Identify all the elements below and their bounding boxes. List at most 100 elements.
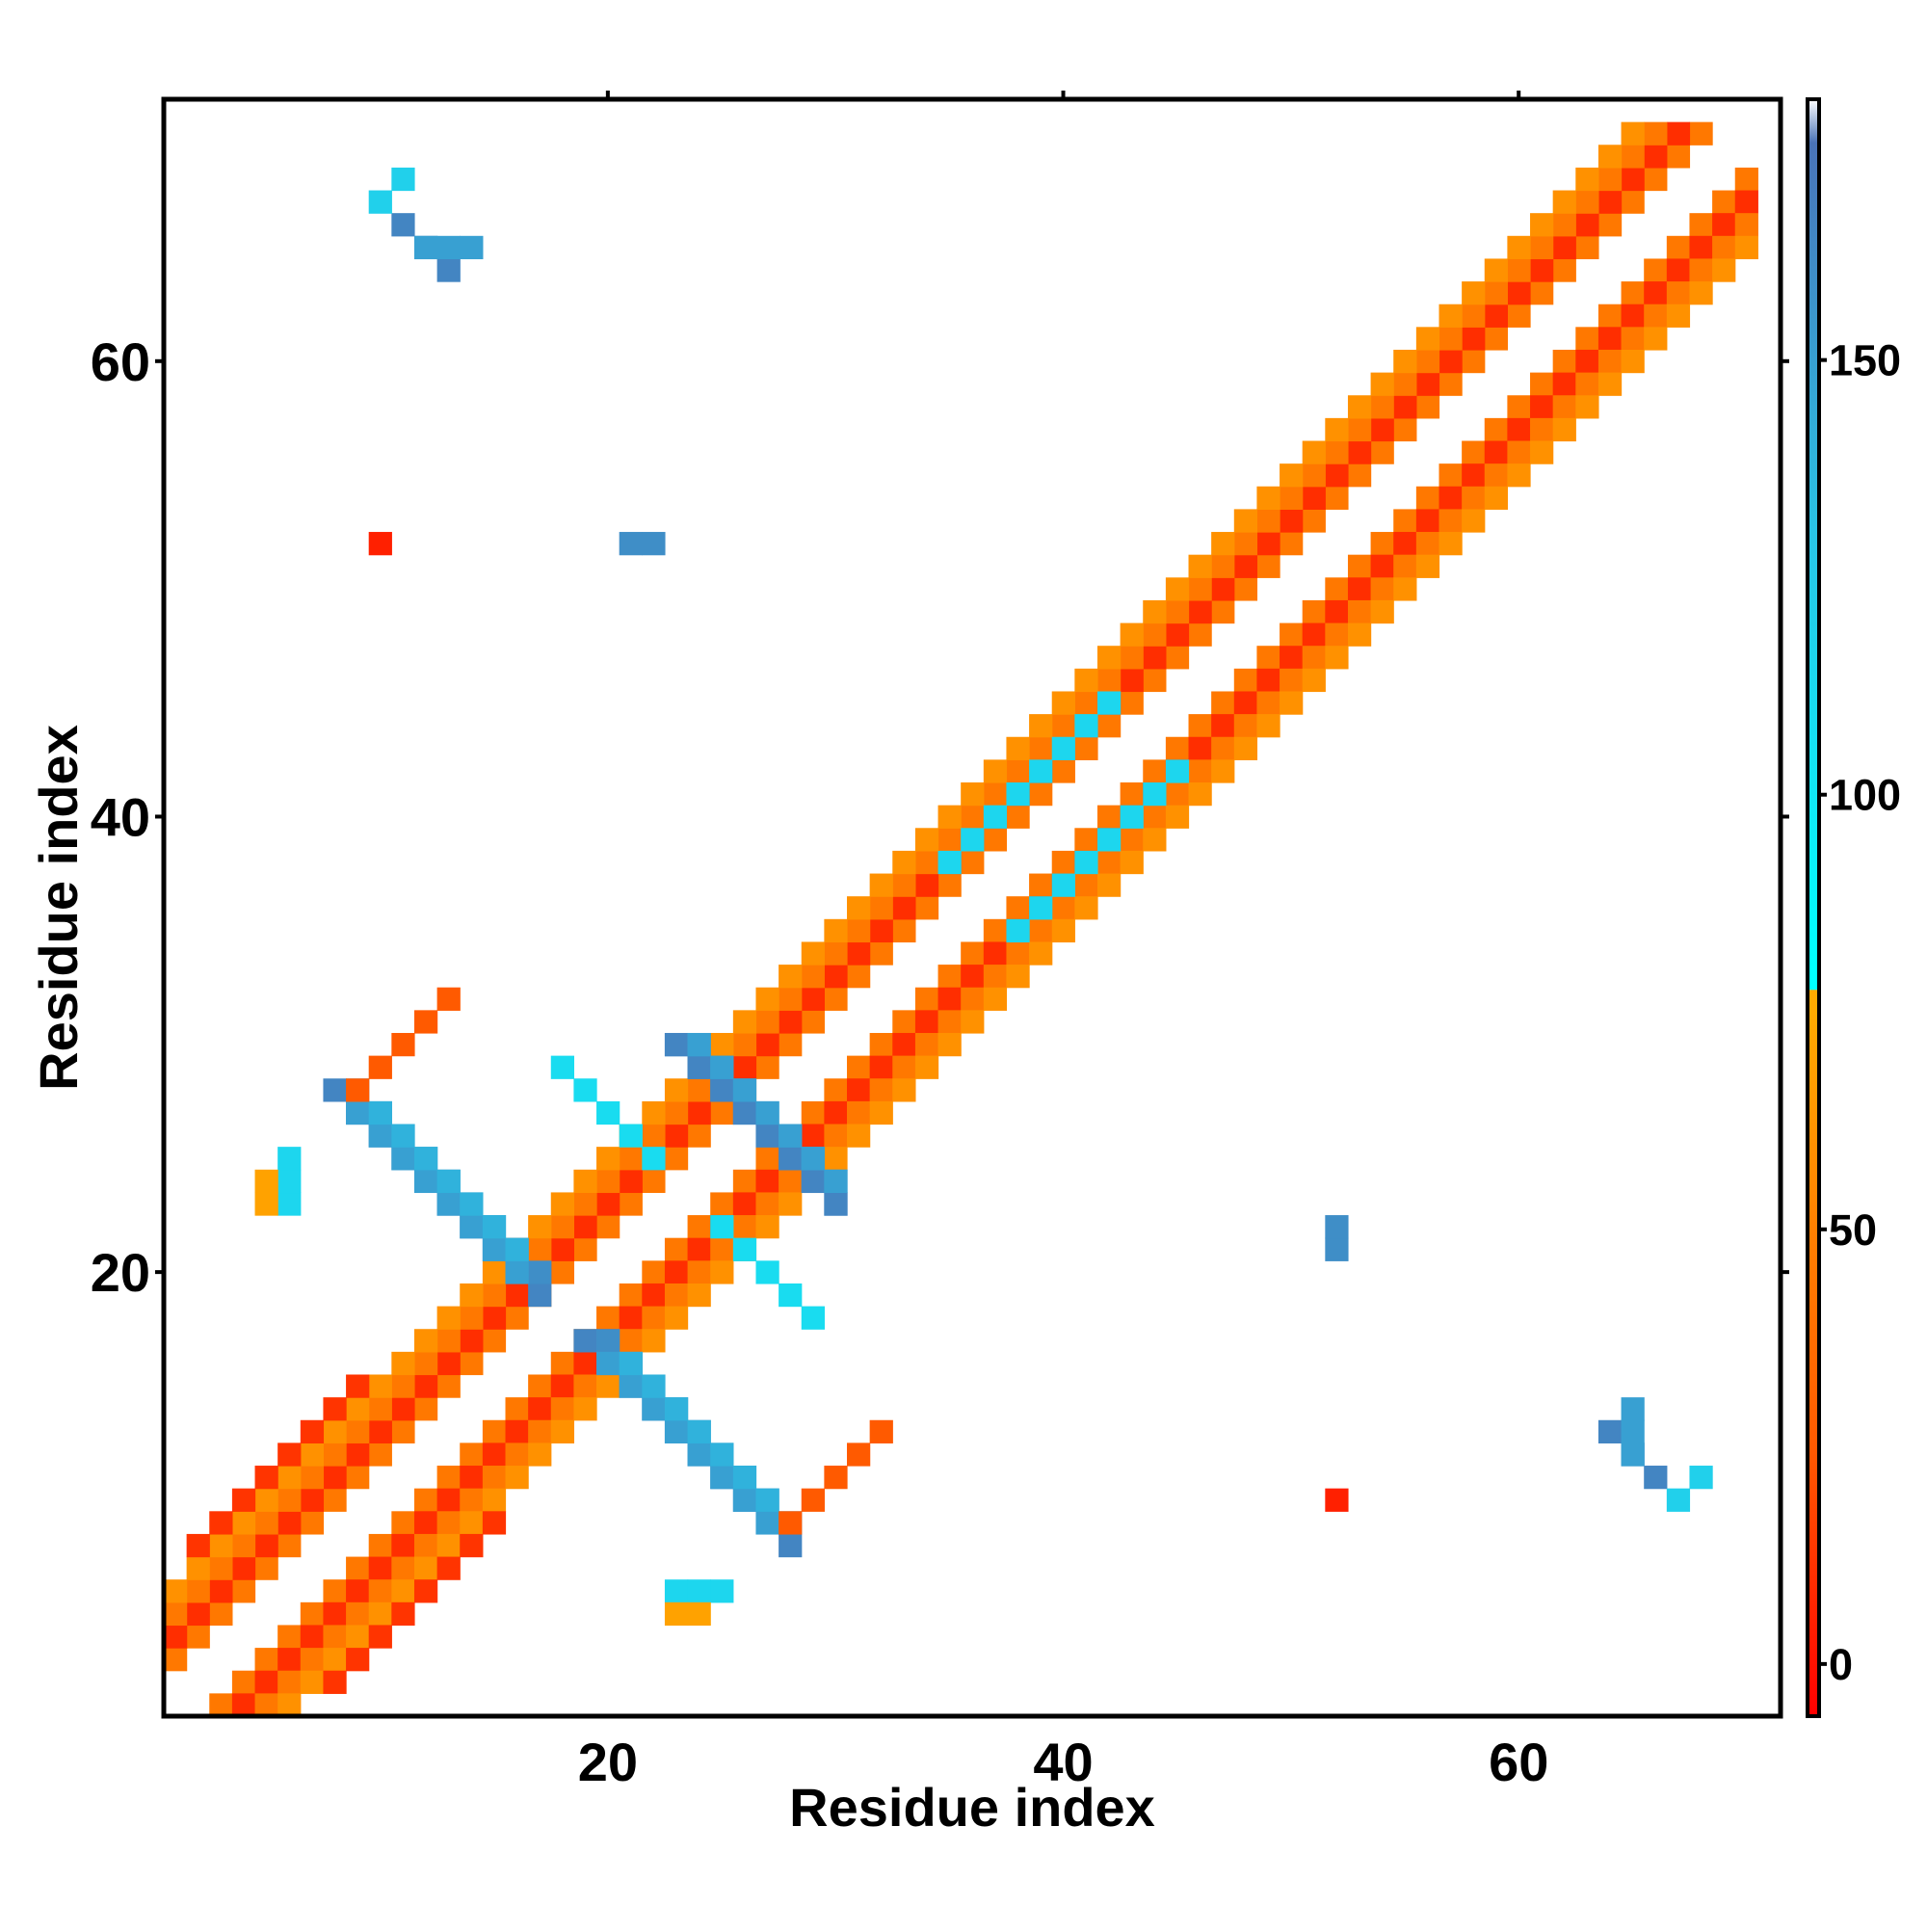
heatmap-cell bbox=[732, 1100, 757, 1125]
heatmap-cell bbox=[824, 1192, 848, 1216]
heatmap-cell bbox=[1302, 486, 1326, 510]
heatmap-cell bbox=[391, 1032, 415, 1057]
heatmap-cell bbox=[687, 1215, 711, 1239]
heatmap-cell bbox=[847, 918, 871, 943]
heatmap-cell bbox=[528, 1419, 552, 1443]
heatmap-cell bbox=[847, 1078, 871, 1102]
heatmap-cell bbox=[1096, 691, 1122, 715]
heatmap-cell bbox=[914, 987, 939, 1011]
heatmap-cell bbox=[1256, 554, 1280, 578]
heatmap-cell bbox=[1666, 121, 1691, 146]
heatmap-cell bbox=[323, 1488, 347, 1512]
heatmap-cell bbox=[892, 896, 916, 920]
heatmap-cell bbox=[1575, 395, 1599, 419]
heatmap-cell bbox=[550, 1374, 574, 1398]
heatmap-cell bbox=[1439, 463, 1463, 488]
heatmap-cell bbox=[824, 1124, 848, 1148]
heatmap-cell bbox=[1325, 417, 1349, 442]
heatmap-cell bbox=[368, 1556, 392, 1580]
heatmap-cell bbox=[505, 1419, 529, 1443]
heatmap-cell bbox=[1439, 349, 1463, 374]
heatmap-cell bbox=[847, 941, 871, 966]
colorbar-tick-label: 50 bbox=[1829, 1205, 1877, 1255]
heatmap-cell bbox=[937, 965, 962, 989]
heatmap-cell bbox=[801, 987, 825, 1011]
heatmap-cell bbox=[1575, 213, 1599, 237]
heatmap-cell bbox=[1734, 190, 1758, 214]
heatmap-cell bbox=[1666, 258, 1691, 282]
heatmap-cell bbox=[1530, 281, 1554, 305]
heatmap-cell bbox=[1621, 121, 1645, 146]
heatmap-cell bbox=[642, 1169, 666, 1194]
heatmap-cell bbox=[801, 1488, 825, 1512]
heatmap-cell bbox=[482, 1215, 507, 1239]
heatmap-cell bbox=[300, 1419, 325, 1443]
heatmap-cell bbox=[277, 1488, 302, 1512]
heatmap-cell bbox=[1597, 167, 1623, 192]
heatmap-cell bbox=[1484, 417, 1508, 442]
heatmap-cell bbox=[1096, 805, 1122, 829]
heatmap-cell bbox=[482, 1329, 507, 1353]
heatmap-cell bbox=[460, 1511, 484, 1535]
heatmap-cell bbox=[869, 1032, 893, 1057]
heatmap-cell bbox=[1280, 646, 1304, 670]
heatmap-cell bbox=[664, 1124, 689, 1148]
heatmap-cell bbox=[779, 1511, 803, 1535]
heatmap-cell bbox=[664, 1078, 689, 1102]
heatmap-cell bbox=[528, 1237, 552, 1261]
heatmap-cell bbox=[1325, 1215, 1349, 1239]
heatmap-cell bbox=[231, 1533, 256, 1558]
heatmap-cell bbox=[732, 1169, 757, 1194]
heatmap-cell bbox=[1393, 554, 1417, 578]
heatmap-cell bbox=[1006, 736, 1030, 760]
heatmap-cell bbox=[1280, 486, 1304, 510]
heatmap-cell bbox=[550, 1351, 574, 1376]
heatmap-cell bbox=[1280, 691, 1304, 715]
heatmap-cell bbox=[1597, 327, 1623, 351]
heatmap-cell bbox=[1143, 646, 1167, 670]
heatmap-cell bbox=[1530, 258, 1554, 282]
heatmap-cell bbox=[1393, 577, 1417, 601]
heatmap-cell bbox=[254, 1511, 278, 1535]
heatmap-cell bbox=[596, 1374, 620, 1398]
heatmap-cell bbox=[1347, 554, 1372, 578]
heatmap-cell bbox=[1347, 577, 1372, 601]
heatmap-cell bbox=[596, 1215, 620, 1239]
heatmap-cell bbox=[824, 918, 848, 943]
heatmap-cell bbox=[1530, 440, 1554, 464]
heatmap-cell bbox=[710, 1055, 734, 1079]
heatmap-cell bbox=[596, 1192, 620, 1216]
heatmap-cell bbox=[436, 1533, 461, 1558]
heatmap-cell bbox=[687, 1124, 711, 1148]
heatmap-cell bbox=[1507, 395, 1531, 419]
heatmap-cell bbox=[460, 1488, 484, 1512]
heatmap-cell bbox=[1712, 235, 1736, 260]
heatmap-cell bbox=[755, 1511, 779, 1535]
heatmap-cell bbox=[209, 1579, 233, 1603]
heatmap-cell bbox=[1666, 235, 1691, 260]
heatmap-cell bbox=[779, 1169, 803, 1194]
heatmap-cell bbox=[550, 1260, 574, 1284]
heatmap-cell bbox=[755, 1055, 779, 1079]
heatmap-cell bbox=[1006, 805, 1030, 829]
heatmap-cell bbox=[186, 1601, 210, 1627]
heatmap-cell bbox=[186, 1579, 210, 1603]
heatmap-cell bbox=[482, 1306, 507, 1330]
heatmap-cell bbox=[961, 965, 985, 989]
heatmap-cell bbox=[436, 1192, 461, 1216]
heatmap-cell bbox=[1256, 509, 1280, 533]
heatmap-cell bbox=[1734, 167, 1758, 192]
heatmap-cell bbox=[1530, 395, 1554, 419]
heatmap-cell bbox=[277, 1147, 302, 1171]
heatmap-cell bbox=[413, 1579, 438, 1603]
heatmap-cell bbox=[254, 1556, 278, 1580]
heatmap-cell bbox=[1462, 440, 1486, 464]
heatmap-cell bbox=[300, 1648, 325, 1672]
heatmap-cell bbox=[619, 1124, 643, 1148]
heatmap-cell bbox=[550, 1055, 574, 1079]
heatmap-cell bbox=[664, 1397, 689, 1421]
heatmap-cell bbox=[869, 1055, 893, 1079]
heatmap-cell bbox=[755, 1010, 779, 1034]
heatmap-cell bbox=[937, 987, 962, 1011]
